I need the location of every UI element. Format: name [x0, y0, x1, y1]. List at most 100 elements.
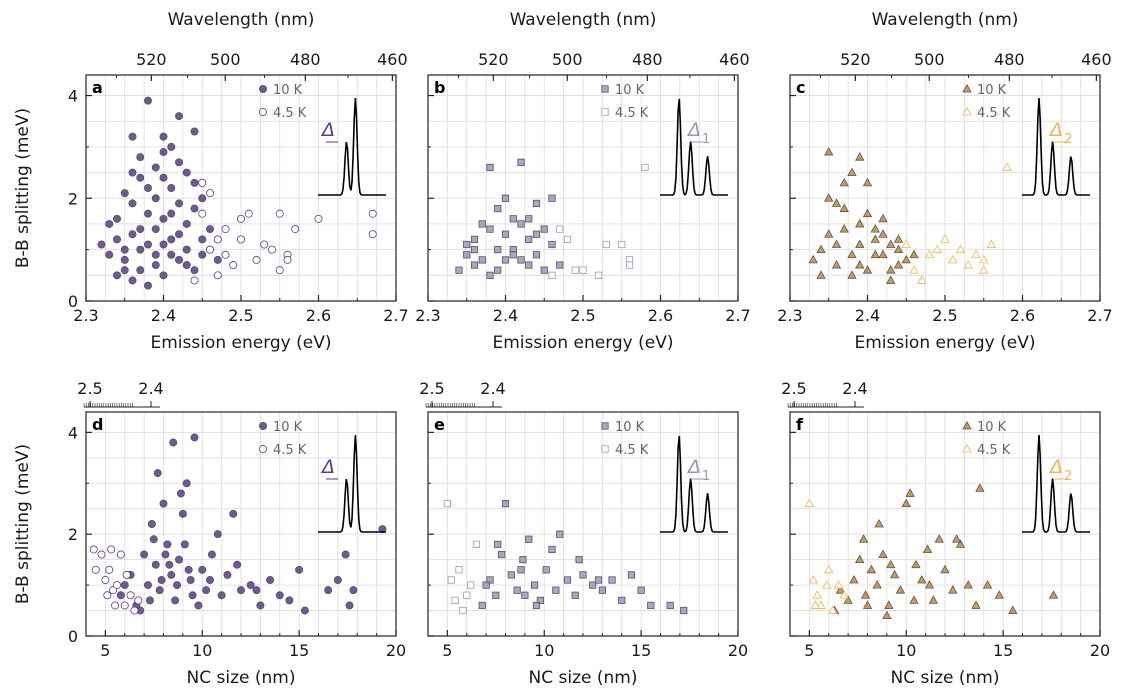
data-point	[120, 245, 129, 254]
data-point	[174, 255, 183, 264]
delta-subscript: 2	[1064, 132, 1072, 147]
data-point	[174, 230, 183, 239]
data-point	[163, 540, 172, 549]
data-point	[233, 560, 242, 569]
data-point	[501, 194, 510, 202]
x-tick-label: 2.3	[415, 306, 440, 325]
data-point	[478, 220, 486, 228]
data-point	[563, 576, 572, 584]
x-tick-label: 2.6	[648, 306, 673, 325]
legend-10K: 10 K	[615, 420, 645, 435]
data-point	[571, 591, 579, 599]
data-point	[190, 127, 199, 136]
x-axis-label: Emission energy (eV)	[854, 333, 1035, 353]
x-tick-label: 15	[289, 641, 309, 660]
data-point	[975, 483, 985, 492]
x-tick-label: 10	[192, 641, 212, 660]
x-tick-label: 15	[993, 641, 1013, 660]
data-point	[824, 229, 834, 238]
data-point	[205, 576, 214, 585]
data-point	[113, 581, 122, 590]
x-tick-label: 5	[804, 641, 814, 660]
data-point	[637, 586, 645, 594]
data-point	[971, 249, 981, 259]
x-tick-label: 5	[100, 641, 110, 660]
delta-label: Δ	[686, 119, 701, 141]
data-point	[161, 550, 170, 559]
data-point	[563, 235, 572, 243]
series-4-5K	[901, 162, 1012, 284]
data-point	[932, 244, 942, 254]
panel-letter: b	[434, 78, 445, 97]
data-point	[128, 276, 137, 285]
data-point	[810, 600, 820, 609]
data-point	[190, 433, 199, 442]
data-point	[855, 152, 865, 161]
energy-scale-label: 2.4	[480, 379, 505, 398]
data-point	[940, 234, 950, 243]
data-point	[213, 530, 222, 539]
x-axis-label: NC size (nm)	[187, 668, 296, 688]
data-point	[509, 251, 517, 259]
data-point	[601, 108, 609, 116]
data-point	[128, 132, 137, 141]
data-point	[831, 239, 842, 248]
legend-10K: 10 K	[273, 83, 303, 98]
data-point	[963, 260, 973, 269]
data-point	[812, 590, 822, 599]
x-axis-label: Emission energy (eV)	[492, 333, 673, 353]
panel-a: 2.3 2.4 2.5 2.6 2.7 0 2 4 Emission energy (eV) B-…	[13, 10, 409, 353]
data-point	[182, 479, 191, 488]
data-point	[229, 261, 238, 270]
data-point	[285, 596, 294, 605]
data-point	[143, 581, 152, 590]
data-point	[221, 225, 230, 234]
legend-10K: 10 K	[977, 420, 1007, 435]
data-point	[866, 564, 877, 574]
delta-subscript: 1	[702, 469, 710, 484]
data-point	[855, 218, 865, 228]
data-point	[151, 194, 160, 203]
data-point	[463, 591, 471, 599]
data-point	[971, 600, 981, 609]
data-point	[258, 85, 267, 94]
top-tick-label: 460	[719, 50, 750, 69]
panel-d: 5 10 15 20 0 2 4 NC size (nm) B-B splitting (meV…	[13, 379, 406, 688]
data-point	[205, 225, 214, 234]
data-point	[922, 544, 933, 553]
data-point	[165, 560, 174, 569]
data-point	[159, 240, 168, 249]
data-point	[517, 566, 525, 574]
data-point	[948, 254, 958, 264]
data-point	[207, 550, 216, 559]
data-point	[501, 230, 510, 238]
data-point	[625, 261, 634, 269]
data-point	[839, 224, 849, 233]
data-point	[962, 106, 972, 116]
data-point	[213, 235, 222, 244]
data-point	[909, 595, 919, 604]
panel-f: 5 10 15 20 NC size (nm) 2.5 2.4 f 10 K 4.5 K Δ 2	[781, 379, 1110, 688]
data-point	[858, 534, 869, 543]
grid	[427, 412, 739, 637]
data-point	[804, 498, 815, 508]
data-point	[447, 576, 455, 584]
data-point	[443, 500, 451, 508]
data-point	[889, 569, 900, 579]
energy-scale-label: 2.5	[77, 379, 102, 398]
data-point	[174, 199, 183, 208]
data-point	[525, 235, 533, 243]
data-point	[194, 601, 203, 610]
data-point	[540, 225, 548, 233]
data-point	[151, 163, 160, 172]
data-point	[198, 235, 207, 244]
data-point	[979, 265, 989, 274]
data-point	[911, 559, 921, 569]
data-point	[258, 108, 267, 117]
inset-spectrum	[660, 435, 728, 533]
delta-label: Δ	[320, 456, 335, 478]
data-point	[482, 581, 490, 589]
data-point	[530, 581, 539, 589]
data-point	[532, 199, 541, 208]
data-point	[341, 550, 350, 559]
